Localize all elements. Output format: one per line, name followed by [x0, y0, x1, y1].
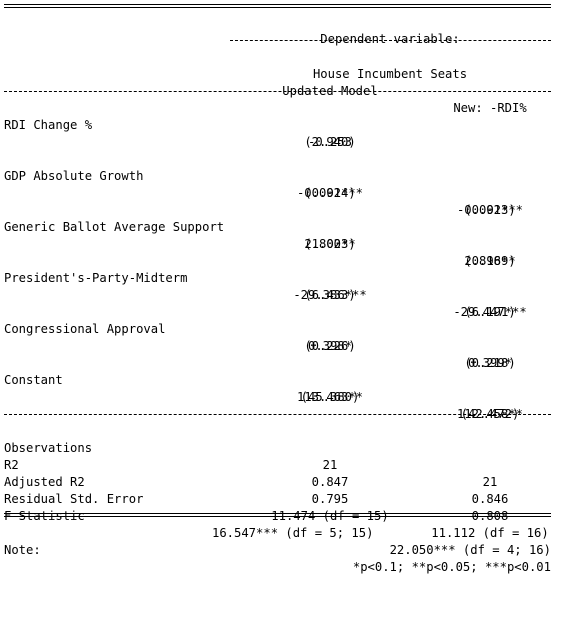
model-2-name: New: -RDI% [453, 101, 527, 115]
stat-label: R2 [4, 458, 19, 472]
coef-value-2: -29.447*** [453, 305, 527, 319]
note-row: Note: *p<0.1; **p<0.05; ***p<0.01 [0, 525, 565, 574]
coef-label: President's-Party-Midterm [4, 271, 188, 285]
stat-row-r2: R2 0.847 0.846 [0, 440, 565, 506]
coef-row-rdi: RDI Change % -0.253 [0, 100, 565, 149]
se-value-1: (0.226) [304, 339, 356, 353]
se-row-approval: (0.226) (0.218) [0, 321, 565, 370]
stat-value-1: 21 [322, 458, 338, 472]
dependent-variable-row: Dependent variable: [0, 14, 565, 46]
coef-value-1: 2.800** [304, 237, 356, 251]
se-value-1: (2.940) [304, 135, 356, 149]
se-value-1: (0.024) [304, 186, 356, 200]
coef-row-constant: Constant 113.463** 112.458** [0, 355, 565, 421]
bottom-double-rule [4, 513, 551, 517]
coef-value-1: -0.091*** [296, 186, 364, 200]
coef-value-2: 2.818** [464, 254, 516, 268]
coef-value-1: -29.386*** [293, 288, 367, 302]
variable-name: House Incumbent Seats [312, 67, 468, 81]
stat-row-f-statistic: F Statistic 16.547*** (df = 5; 15) 22.05… [0, 491, 565, 557]
coef-top-dashed-rule [4, 91, 551, 92]
coef-label: Congressional Approval [4, 322, 166, 336]
se-row-midterm: (6.433) (6.191) [0, 270, 565, 319]
note-text: *p<0.1; **p<0.05; ***p<0.01 [352, 560, 551, 574]
stat-label: Observations [4, 441, 93, 455]
coef-value-2: 0.399* [467, 356, 513, 370]
coef-row-gdp: GDP Absolute Growth -0.091*** -0.091*** [0, 151, 565, 217]
regression-table: Dependent variable: House Incumbent Seat… [0, 4, 565, 574]
coef-row-approval: Congressional Approval 0.398* 0.399* [0, 304, 565, 370]
stat-value-2: 0.846 [471, 492, 509, 506]
stat-value-2: 11.112 (df = 16) [431, 526, 549, 540]
stats-dashed-rule [4, 414, 551, 415]
coef-row-midterm: President's-Party-Midterm -29.386*** -29… [0, 253, 565, 319]
coef-value-2: -0.091*** [456, 203, 524, 217]
se-value-1: (1.023) [304, 237, 356, 251]
header-dashed-rule [230, 40, 551, 41]
dependent-variable-label: Dependent variable: [320, 32, 460, 46]
stat-value-1: 0.847 [311, 475, 349, 489]
se-value-2: (6.191) [464, 305, 516, 319]
coef-value-1: -0.253 [307, 135, 353, 149]
se-value-2: (0.023) [464, 203, 516, 217]
se-value-1: (6.433) [304, 288, 356, 302]
se-value-1: (45.380) [300, 390, 360, 404]
se-value-2: (0.218) [464, 356, 516, 370]
coef-label: GDP Absolute Growth [4, 169, 144, 183]
coef-label: Constant [4, 373, 63, 387]
coef-label: RDI Change % [4, 118, 93, 132]
se-row-rdi: (2.940) [0, 117, 565, 149]
stat-row-observations: Observations 21 21 [0, 423, 565, 489]
stat-row-residual-se: Residual Std. Error 11.474 (df = 15) 11.… [0, 474, 565, 540]
stat-value-2: 21 [482, 475, 498, 489]
coef-label: Generic Ballot Average Support [4, 220, 225, 234]
se-row-constant: (45.380) (42.472) [0, 372, 565, 421]
stat-label: Adjusted R2 [4, 475, 85, 489]
variable-name-row: House Incumbent Seats [0, 49, 565, 81]
se-row-generic-ballot: (1.023) (0.969) [0, 219, 565, 268]
stat-label: Residual Std. Error [4, 492, 144, 506]
coef-value-1: 113.463** [296, 390, 364, 404]
stat-value-2: 22.050*** (df = 4; 16) [389, 543, 551, 557]
coef-value-1: 0.398* [307, 339, 353, 353]
se-row-gdp: (0.024) (0.023) [0, 168, 565, 217]
stat-row-adjusted-r2: Adjusted R2 0.795 0.808 [0, 457, 565, 523]
model-names-row: Updated Model New: -RDI% [0, 66, 565, 115]
coef-row-generic-ballot: Generic Ballot Average Support 2.800** 2… [0, 202, 565, 268]
note-label: Note: [4, 543, 41, 557]
top-double-rule [4, 4, 551, 8]
stat-value-1: 0.795 [311, 492, 349, 506]
se-value-2: (0.969) [464, 254, 516, 268]
